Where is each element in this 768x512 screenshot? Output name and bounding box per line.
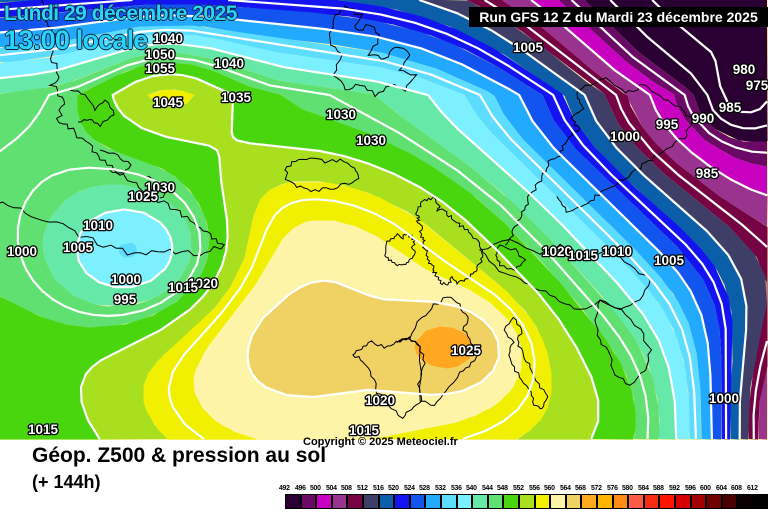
- svg-text:1030: 1030: [356, 133, 386, 148]
- svg-text:1015: 1015: [28, 422, 59, 437]
- svg-text:995: 995: [656, 117, 679, 132]
- svg-text:1040: 1040: [214, 56, 244, 71]
- svg-text:980: 980: [733, 62, 756, 77]
- svg-text:1030: 1030: [326, 107, 356, 122]
- svg-text:1010: 1010: [83, 218, 113, 233]
- svg-text:1035: 1035: [221, 90, 252, 105]
- svg-text:1015: 1015: [568, 248, 599, 263]
- svg-text:1000: 1000: [610, 129, 640, 144]
- svg-text:975: 975: [746, 78, 768, 93]
- svg-text:1055: 1055: [145, 61, 176, 76]
- svg-text:1020: 1020: [365, 393, 395, 408]
- svg-text:1000: 1000: [111, 272, 141, 287]
- svg-text:1050: 1050: [145, 47, 175, 62]
- svg-text:1025: 1025: [451, 343, 482, 358]
- svg-text:1040: 1040: [153, 31, 183, 46]
- svg-text:990: 990: [692, 111, 715, 126]
- svg-text:1045: 1045: [153, 95, 184, 110]
- svg-text:1025: 1025: [128, 189, 159, 204]
- svg-text:1010: 1010: [602, 244, 632, 259]
- svg-text:1005: 1005: [63, 240, 94, 255]
- svg-text:1000: 1000: [7, 244, 37, 259]
- svg-text:1015: 1015: [168, 280, 199, 295]
- svg-text:985: 985: [696, 166, 719, 181]
- svg-text:995: 995: [114, 292, 137, 307]
- svg-text:1005: 1005: [513, 40, 544, 55]
- svg-text:1000: 1000: [709, 391, 739, 406]
- svg-text:985: 985: [719, 100, 742, 115]
- svg-text:1005: 1005: [654, 253, 685, 268]
